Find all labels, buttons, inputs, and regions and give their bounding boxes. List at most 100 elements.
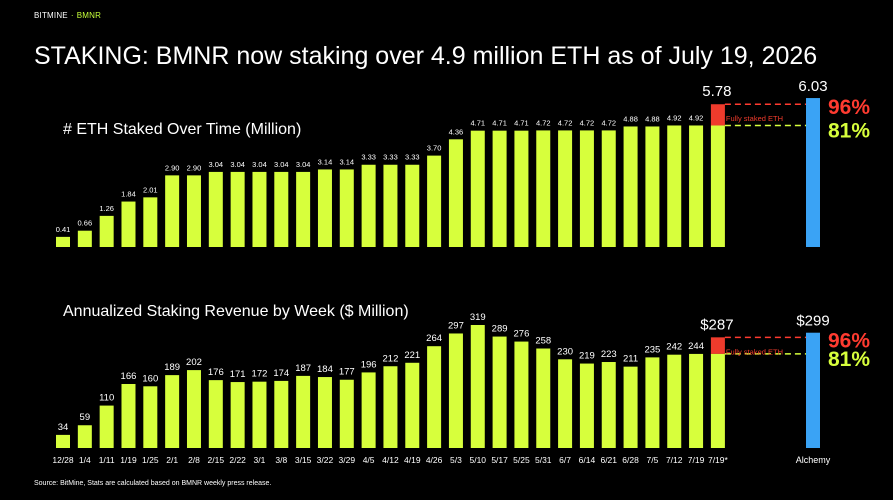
rev-bar bbox=[339, 379, 354, 448]
rev-bar bbox=[405, 362, 420, 448]
eth-data-label: 4.92 bbox=[689, 113, 704, 122]
eth-bar bbox=[317, 169, 332, 247]
eth-data-label: 4.72 bbox=[601, 118, 616, 127]
rev-data-label: 235 bbox=[644, 344, 660, 355]
rev-data-label: 110 bbox=[99, 393, 114, 404]
eth-data-label: 3.33 bbox=[361, 153, 376, 162]
eth-bar bbox=[165, 175, 180, 247]
eth-bar bbox=[623, 126, 638, 247]
x-tick-label: 1/25 bbox=[142, 455, 159, 465]
rev-bar bbox=[296, 375, 311, 448]
eth-bar bbox=[427, 155, 442, 247]
x-tick-label: 6/28 bbox=[622, 455, 639, 465]
rev-bar bbox=[689, 353, 704, 448]
eth-data-label: 2.01 bbox=[143, 185, 158, 194]
eth-data-label: 4.71 bbox=[514, 119, 529, 128]
rev-bar bbox=[492, 336, 507, 448]
x-tick-label: 7/12 bbox=[666, 455, 683, 465]
eth-bar bbox=[296, 171, 311, 247]
rev-bar bbox=[317, 377, 332, 448]
rev-data-label: 34 bbox=[58, 422, 69, 433]
x-tick-label: 5/17 bbox=[491, 455, 508, 465]
rev-bar bbox=[274, 380, 289, 448]
x-tick-label: 3/1 bbox=[254, 455, 266, 465]
eth-data-label: 3.14 bbox=[339, 157, 354, 166]
rev-bar bbox=[667, 354, 682, 448]
rev-data-label: 221 bbox=[404, 350, 420, 361]
eth-data-label: 1.26 bbox=[99, 204, 114, 213]
rev-bar bbox=[208, 380, 223, 448]
rev-bar bbox=[143, 386, 158, 448]
rev-data-label: 202 bbox=[186, 357, 202, 368]
eth-bar bbox=[143, 197, 158, 247]
rev-data-label: 223 bbox=[601, 349, 617, 360]
eth-bar bbox=[710, 125, 725, 247]
eth-data-label: 3.04 bbox=[230, 160, 245, 169]
rev-bar bbox=[536, 348, 551, 448]
eth-data-label: 1.84 bbox=[121, 190, 136, 199]
eth-bar bbox=[470, 130, 485, 247]
brand-separator: · bbox=[70, 11, 74, 20]
rev-data-label: 171 bbox=[230, 369, 246, 380]
x-tick-label: 2/15 bbox=[208, 455, 225, 465]
rev-pct-81: 81% bbox=[828, 348, 870, 371]
eth-bar bbox=[208, 171, 223, 247]
x-tick-label: 1/11 bbox=[99, 455, 115, 465]
eth-data-label: 3.04 bbox=[296, 160, 311, 169]
rev-data-label: 212 bbox=[383, 353, 399, 364]
brand: BITMINE · BMNR bbox=[34, 11, 101, 20]
rev-data-label: 166 bbox=[121, 371, 137, 382]
eth-data-label: 3.33 bbox=[405, 153, 420, 162]
eth-bar bbox=[667, 125, 682, 247]
rev-bar bbox=[252, 381, 267, 448]
eth-data-label: 2.90 bbox=[187, 163, 202, 172]
rev-bar bbox=[230, 382, 245, 448]
rev-bar bbox=[558, 359, 573, 448]
eth-data-label: 3.70 bbox=[427, 144, 442, 153]
rev-bar-fully-staked-segment bbox=[710, 337, 725, 354]
rev-bar bbox=[514, 341, 529, 448]
page-title: STAKING: BMNR now staking over 4.9 milli… bbox=[34, 42, 818, 70]
eth-data-label: 3.04 bbox=[209, 160, 224, 169]
eth-chart-title: # ETH Staked Over Time (Million) bbox=[63, 121, 301, 138]
eth-data-label: 4.36 bbox=[449, 127, 464, 136]
x-tick-label: 6/21 bbox=[600, 455, 617, 465]
rev-data-label: 211 bbox=[623, 354, 638, 365]
eth-bar bbox=[274, 171, 289, 247]
rev-data-label: 189 bbox=[164, 362, 180, 373]
x-tick-label: 3/29 bbox=[339, 455, 356, 465]
x-tick-label: 2/1 bbox=[166, 455, 178, 465]
rev-data-label: 196 bbox=[361, 359, 377, 370]
eth-data-label: 4.71 bbox=[492, 119, 507, 128]
rev-bar bbox=[121, 383, 136, 448]
x-tick-label: 12/28 bbox=[52, 455, 74, 465]
rev-bar bbox=[601, 362, 616, 448]
eth-data-label: 3.04 bbox=[252, 160, 267, 169]
rev-bar bbox=[448, 333, 463, 448]
eth-bar bbox=[601, 130, 616, 247]
rev-bar bbox=[470, 324, 485, 448]
eth-data-label: 4.88 bbox=[645, 114, 660, 123]
rev-data-label: 160 bbox=[142, 373, 158, 384]
x-tick-label: 4/19 bbox=[404, 455, 421, 465]
rev-bar bbox=[710, 353, 725, 448]
x-tick-label: 1/19 bbox=[120, 455, 137, 465]
eth-data-label: 0.66 bbox=[78, 219, 93, 228]
x-tick-label: 5/3 bbox=[450, 455, 462, 465]
x-tick-label: 7/5 bbox=[646, 455, 658, 465]
rev-data-label: 289 bbox=[492, 324, 508, 335]
x-tick-label: 4/5 bbox=[363, 455, 375, 465]
rev-data-label: 177 bbox=[339, 367, 355, 378]
eth-data-label: 2.90 bbox=[165, 163, 180, 172]
rev-bar bbox=[579, 363, 594, 448]
eth-data-label: 4.72 bbox=[536, 118, 551, 127]
eth-bar bbox=[689, 125, 704, 247]
rev-data-label: 230 bbox=[557, 346, 573, 357]
eth-bar bbox=[448, 139, 463, 247]
x-tick-label: 7/19 bbox=[688, 455, 705, 465]
x-tick-label: 2/8 bbox=[188, 455, 200, 465]
rev-data-label: $287 bbox=[700, 316, 733, 333]
eth-bar bbox=[252, 171, 267, 247]
x-tick-label: 3/8 bbox=[275, 455, 287, 465]
